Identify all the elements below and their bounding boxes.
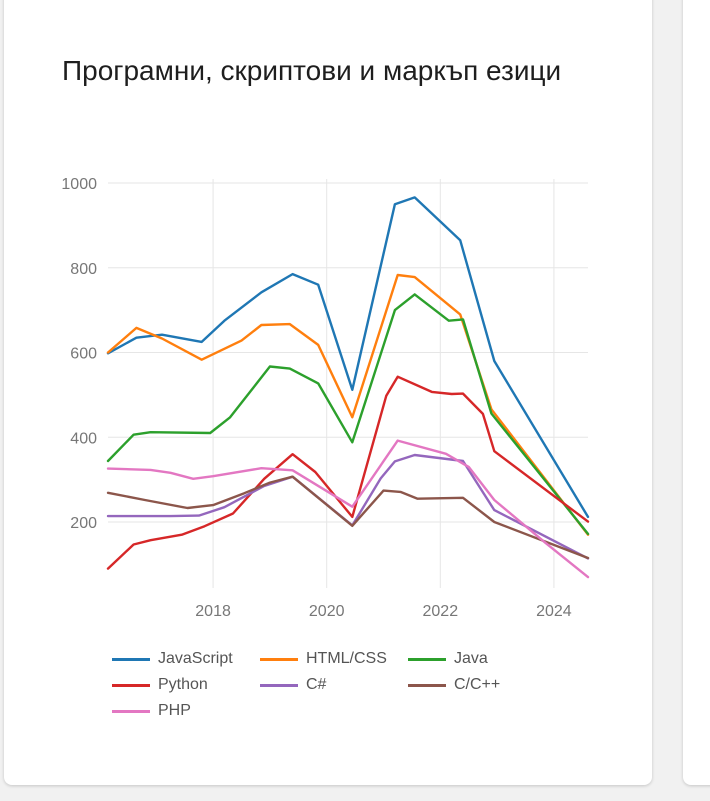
legend-swatch	[408, 683, 446, 687]
x-tick-label: 2020	[309, 603, 345, 620]
legend-swatch	[112, 657, 150, 661]
legend-swatch	[260, 683, 298, 687]
legend-label: C#	[306, 676, 327, 693]
y-tick-label: 1000	[61, 176, 97, 193]
legend-item[interactable]: Python	[112, 676, 208, 694]
chart-card	[4, 0, 652, 785]
series-line-html-css	[106, 273, 590, 536]
legend-item[interactable]: HTML/CSS	[260, 650, 387, 668]
chart-title: Програмни, скриптови и маркъп езици	[62, 55, 562, 86]
legend-label: Java	[454, 650, 488, 667]
legend-item[interactable]: C#	[260, 676, 326, 694]
legend-label: Python	[158, 676, 208, 693]
legend-label: JavaScript	[158, 650, 233, 667]
series-line-java	[106, 293, 590, 536]
series-line-javascript	[106, 196, 590, 519]
legend-item[interactable]: JavaScript	[112, 650, 233, 668]
legend-label: PHP	[158, 702, 191, 719]
x-tick-label: 2022	[423, 603, 459, 620]
legend-swatch	[260, 657, 298, 661]
legend-swatch	[408, 657, 446, 661]
series-line-php	[106, 439, 590, 579]
y-tick-label: 200	[70, 515, 97, 532]
legend-item[interactable]: PHP	[112, 702, 191, 720]
legend-swatch	[112, 709, 150, 713]
next-card-edge	[683, 0, 710, 785]
y-tick-label: 800	[70, 261, 97, 278]
legend-label: C/C++	[454, 676, 501, 693]
y-tick-label: 400	[70, 430, 97, 447]
x-tick-label: 2024	[536, 603, 572, 620]
legend-item[interactable]: C/C++	[408, 676, 500, 694]
legend-item[interactable]: Java	[408, 650, 488, 668]
legend-swatch	[112, 683, 150, 687]
series-line-c-c-	[106, 475, 590, 560]
legend-label: HTML/CSS	[306, 650, 387, 667]
series-line-c-	[106, 453, 590, 560]
y-tick-label: 600	[70, 346, 97, 363]
x-tick-label: 2018	[195, 603, 231, 620]
